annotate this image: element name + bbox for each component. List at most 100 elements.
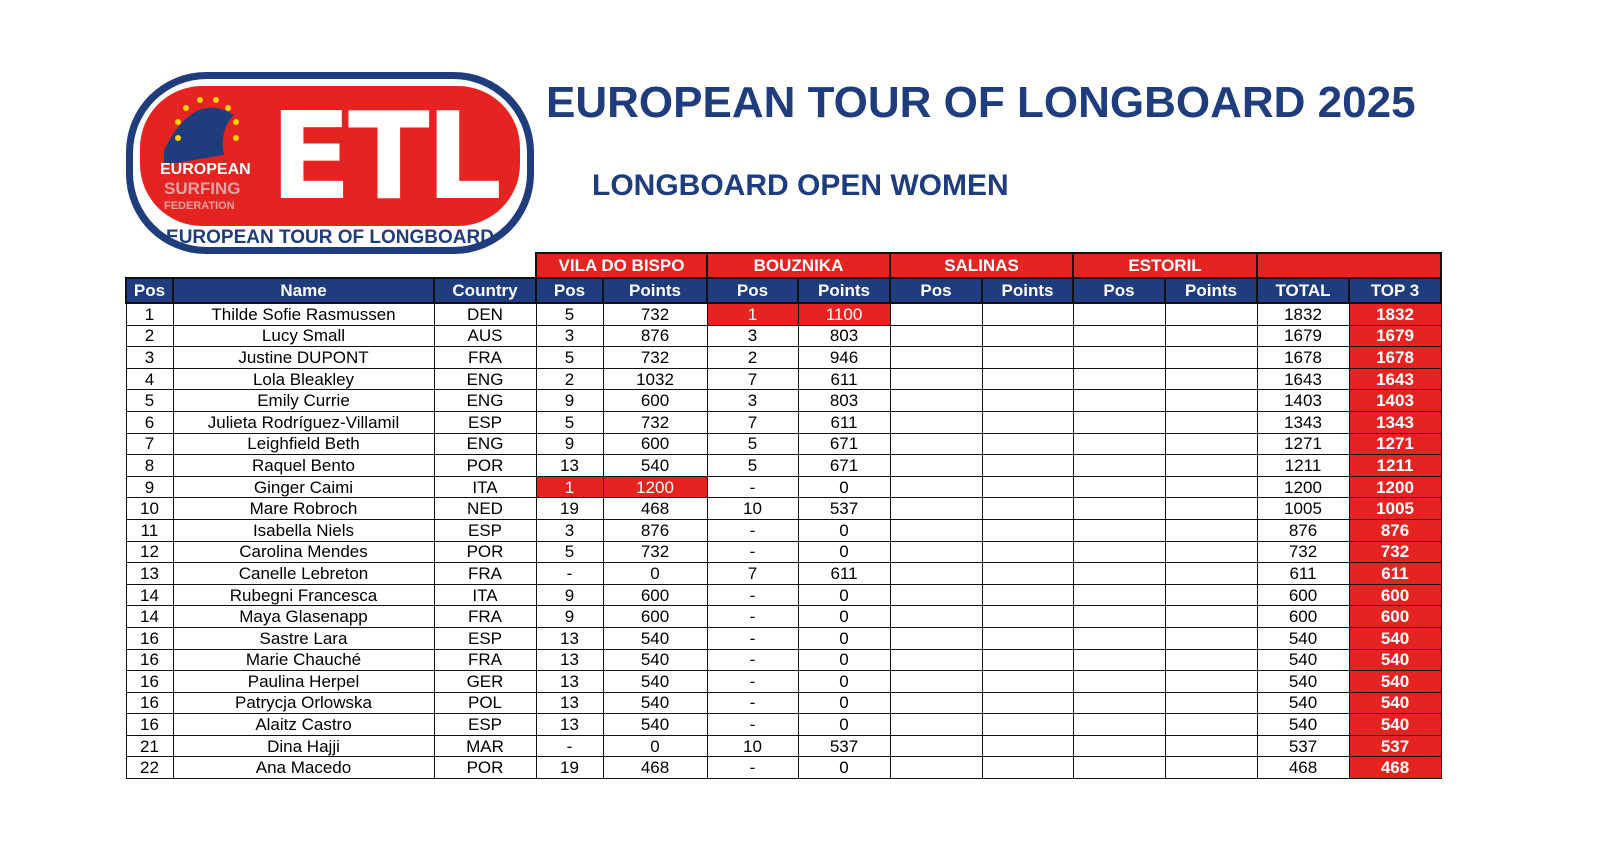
top3-cell: 540 — [1348, 648, 1442, 672]
empty-cell — [1072, 324, 1166, 348]
country-cell: ESP — [433, 518, 537, 542]
total-cell: 1005 — [1256, 497, 1350, 520]
event-pos-cell: 3 — [535, 324, 604, 348]
event-pos-cell: 9 — [535, 389, 604, 412]
name-cell: Raquel Bento — [172, 454, 435, 477]
subtitle: LONGBOARD OPEN WOMEN — [592, 169, 1009, 202]
empty-cell — [889, 626, 983, 650]
top3-cell: 537 — [1348, 734, 1442, 758]
title: EUROPEAN TOUR OF LONGBOARD 2025 — [546, 78, 1416, 127]
empty-cell — [981, 518, 1074, 542]
name-cell: Leighfield Beth — [172, 432, 435, 456]
empty-cell — [1072, 346, 1166, 369]
country-cell: FRA — [433, 562, 537, 585]
data-row: 5 Emily Currie ENG 9 600 3 803 1403 1403 — [125, 389, 1442, 412]
empty-cell — [981, 605, 1074, 628]
pos-cell: 10 — [125, 497, 174, 520]
empty-cell — [981, 432, 1074, 456]
event-pos-cell: 7 — [706, 410, 799, 434]
event-pos-cell: - — [535, 734, 604, 758]
event-pos-cell: - — [706, 518, 799, 542]
event-pos-cell: 9 — [535, 432, 604, 456]
empty-cell — [889, 410, 983, 434]
event-points-cell: 671 — [797, 432, 891, 456]
country-cell: NED — [433, 497, 537, 520]
event-pos-cell: 5 — [706, 432, 799, 456]
pos-cell: 12 — [125, 540, 174, 564]
empty-cell — [889, 670, 983, 693]
event-points-cell: 0 — [797, 475, 891, 499]
top3-cell: 600 — [1348, 605, 1442, 628]
total-cell: 611 — [1256, 562, 1350, 585]
empty-cell — [889, 454, 983, 477]
pos-cell: 2 — [125, 324, 174, 348]
pos-cell: 6 — [125, 410, 174, 434]
name-cell: Julieta Rodríguez-Villamil — [172, 410, 435, 434]
pos-cell: 7 — [125, 432, 174, 456]
event-pos-cell: 7 — [706, 367, 799, 391]
total-cell: 1679 — [1256, 324, 1350, 348]
country-cell: GER — [433, 670, 537, 693]
event-points-cell: 600 — [602, 605, 708, 628]
event-points-cell: 1100 — [797, 302, 891, 326]
empty-cell — [981, 626, 1074, 650]
empty-cell — [981, 346, 1074, 369]
data-row: 22 Ana Macedo POR 19 468-0 468 468 — [125, 756, 1442, 780]
empty-cell — [126, 253, 536, 278]
event-points-cell: 540 — [602, 670, 708, 693]
country-cell: ESP — [433, 713, 537, 736]
empty-cell — [1072, 713, 1166, 736]
event-pos-cell: 13 — [535, 454, 604, 477]
country-cell: POR — [433, 756, 537, 780]
data-row: 16 Paulina Herpel GER 13 540-0 540 540 — [125, 670, 1442, 693]
total-cell: 540 — [1256, 670, 1350, 693]
total-cell: 537 — [1256, 734, 1350, 758]
empty-cell — [1164, 540, 1258, 564]
logo-line2: SURFING — [164, 179, 241, 198]
total-cell: 1832 — [1256, 302, 1350, 326]
empty-cell — [1072, 605, 1166, 628]
logo-banner: EUROPEAN TOUR OF LONGBOARD — [166, 227, 494, 248]
empty-cell — [1164, 432, 1258, 456]
country-cell: ENG — [433, 389, 537, 412]
name-cell: Isabella Niels — [172, 518, 435, 542]
data-row: 3 Justine DUPONT FRA 5 732 2 946 1678 1678 — [125, 346, 1442, 369]
country-cell: ITA — [433, 583, 537, 607]
event-points-cell: 600 — [602, 389, 708, 412]
country-cell: MAR — [433, 734, 537, 758]
event-points-cell: 732 — [602, 540, 708, 564]
empty-cell — [1072, 691, 1166, 715]
event-points-cell: 0 — [797, 626, 891, 650]
empty-cell — [1164, 734, 1258, 758]
empty-cell — [889, 432, 983, 456]
event-points-cell: 540 — [602, 626, 708, 650]
name-cell: Lola Bleakley — [172, 367, 435, 391]
event-pos-cell: - — [706, 648, 799, 672]
total-cell: 876 — [1256, 518, 1350, 542]
empty-cell — [1164, 454, 1258, 477]
name-cell: Emily Currie — [172, 389, 435, 412]
total-cell: 1200 — [1256, 475, 1350, 499]
top3-cell: 1211 — [1348, 454, 1442, 477]
country-cell: ITA — [433, 475, 537, 499]
data-row: 16 Sastre Lara ESP 13 540-0 540 540 — [125, 626, 1442, 650]
country-cell: ESP — [433, 626, 537, 650]
total-cell: 540 — [1256, 648, 1350, 672]
empty-cell — [981, 302, 1074, 326]
event-pos-cell: 2 — [535, 367, 604, 391]
empty-cell — [889, 691, 983, 715]
name-cell: Patrycja Orlowska — [172, 691, 435, 715]
pos-cell: 21 — [125, 734, 174, 758]
empty-cell — [1072, 367, 1166, 391]
name-cell: Canelle Lebreton — [172, 562, 435, 585]
event-pos-cell: 7 — [706, 562, 799, 585]
event-points-cell: 1032 — [602, 367, 708, 391]
data-row: 14 Rubegni Francesca ITA 9 600-0 600 600 — [125, 583, 1442, 607]
empty-cell — [889, 756, 983, 780]
event-pos-cell: - — [706, 691, 799, 715]
event-pos-cell: 5 — [706, 454, 799, 477]
empty-cell — [981, 475, 1074, 499]
logo-wave — [164, 107, 234, 165]
name-cell: Lucy Small — [172, 324, 435, 348]
data-row: 16 Alaitz Castro ESP 13 540-0 540 540 — [125, 713, 1442, 736]
